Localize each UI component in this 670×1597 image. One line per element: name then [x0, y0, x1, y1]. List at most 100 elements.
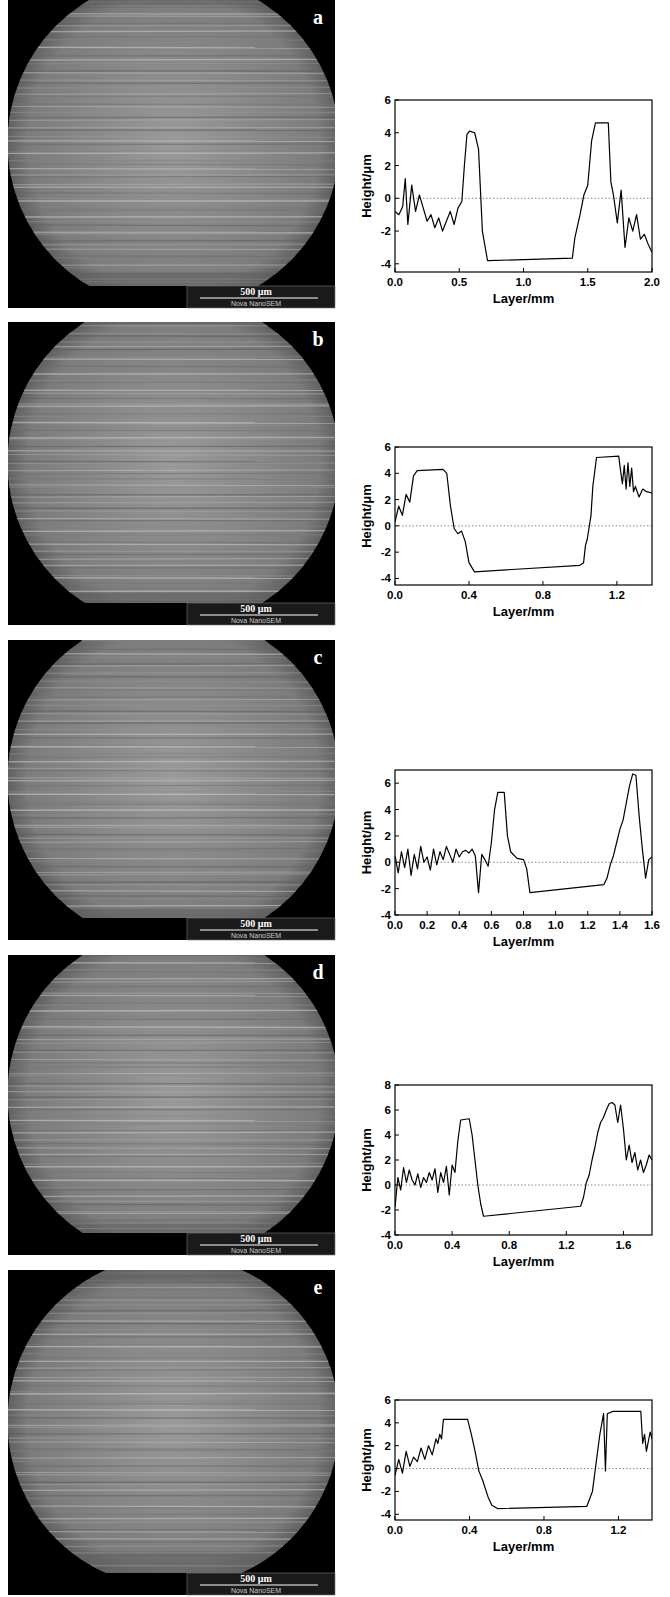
streak [8, 265, 335, 266]
scale-bar [200, 1244, 318, 1245]
streak [8, 722, 335, 724]
streak [8, 437, 335, 439]
streak [8, 780, 335, 782]
streak [8, 642, 335, 643]
sample-disc [8, 640, 335, 940]
edge-band [8, 909, 335, 940]
streak [8, 478, 335, 480]
scale-bar-label: 500 μm [240, 603, 272, 614]
streak [8, 687, 335, 689]
streak [8, 1424, 335, 1426]
streak [8, 1096, 335, 1098]
y-tick-label: -2 [381, 546, 391, 558]
x-tick-label: 0.5 [451, 276, 468, 288]
y-tick [395, 888, 399, 889]
streak [8, 1541, 335, 1542]
streak [8, 127, 335, 129]
streak [8, 969, 335, 971]
sem-image: 500 μmNova NanoSEMa [8, 0, 340, 309]
streak [8, 1357, 335, 1359]
marks [395, 1103, 652, 1217]
streak [8, 1189, 335, 1191]
streak [8, 486, 335, 488]
plot-frame [395, 100, 652, 272]
streak [8, 325, 335, 326]
streak [8, 1498, 335, 1500]
y-tick-label: 2 [385, 160, 391, 172]
edge-band [8, 593, 335, 626]
streak [8, 958, 335, 959]
streak [8, 469, 335, 471]
streak [8, 1075, 335, 1077]
streak [8, 543, 335, 545]
streak [8, 1538, 335, 1540]
streak [8, 554, 335, 555]
streak [8, 348, 335, 350]
x-tick-label: 0.4 [461, 1524, 478, 1536]
streak [8, 1484, 335, 1486]
x-tick-label: 1.0 [548, 919, 564, 931]
profile-line [395, 123, 652, 261]
streak [8, 858, 335, 860]
y-tick-label: -4 [381, 572, 392, 584]
streak [8, 373, 335, 375]
streak [8, 1211, 335, 1213]
disc-group [8, 322, 335, 625]
instrument-label: Nova NanoSEM [231, 932, 281, 939]
streak [8, 255, 335, 257]
streak [8, 866, 335, 868]
streak [8, 200, 335, 202]
streak [8, 174, 335, 176]
streak [8, 1518, 335, 1520]
x-tick-label: 0.0 [387, 276, 403, 288]
panel-letter: b [312, 328, 323, 350]
streak [8, 1130, 335, 1132]
streak [8, 511, 335, 513]
scale-bar-label: 500 μm [240, 286, 272, 297]
scale-bar [200, 1584, 318, 1585]
streak [8, 473, 335, 475]
streak [8, 454, 335, 456]
y-tick [395, 525, 399, 526]
streak [8, 59, 335, 61]
streak [8, 257, 335, 259]
sample-disc [8, 1270, 335, 1588]
y-axis-title: Height/μm [359, 1128, 374, 1192]
panel-letter: d [312, 961, 323, 983]
streak [8, 1155, 335, 1157]
streak [8, 1073, 335, 1075]
streak [8, 176, 335, 178]
disc-group [8, 0, 335, 308]
info-bar [8, 286, 335, 308]
x-tick [395, 1516, 396, 1520]
edge-band [8, 640, 335, 641]
streak [8, 390, 335, 391]
figure: 500 μmNova NanoSEMa500 μmNova NanoSEMb50… [0, 0, 670, 1597]
streak [8, 895, 335, 897]
line-chart: 0.00.40.81.2-4-20246Layer/mmHeight/μm [359, 1394, 652, 1554]
sem-image: 500 μmNova NanoSEMd [8, 928, 340, 1260]
streak [8, 216, 335, 218]
y-tick-label: 0 [385, 856, 391, 868]
y-tick [395, 1491, 399, 1492]
edge-band [8, 1224, 335, 1255]
streak [8, 1409, 335, 1411]
streak [8, 231, 335, 233]
streak [8, 657, 335, 658]
x-tick [452, 1231, 453, 1235]
streak [8, 873, 335, 875]
streak [8, 49, 335, 51]
streak [8, 382, 335, 384]
streak [8, 183, 335, 185]
y-tick [395, 1135, 399, 1136]
scale-bar [200, 297, 318, 298]
streak [8, 978, 335, 980]
streak [8, 981, 335, 983]
streak [8, 1495, 335, 1497]
y-tick-label: 0 [385, 192, 391, 204]
y-tick-label: 2 [385, 1154, 391, 1166]
streak [8, 23, 335, 24]
streak [8, 25, 335, 27]
streak [8, 744, 335, 746]
streak [8, 143, 335, 145]
